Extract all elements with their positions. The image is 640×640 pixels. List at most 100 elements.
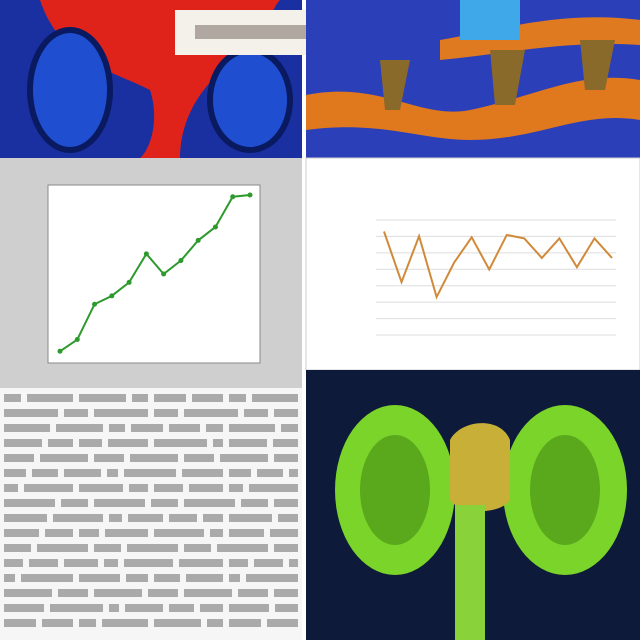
data-point: [230, 194, 236, 200]
text-scribble: [94, 409, 148, 417]
text-scribble: [124, 469, 176, 477]
text-scribble: [4, 409, 58, 417]
text-scribble: [281, 424, 298, 432]
text-scribble: [4, 544, 31, 552]
text-scribble: [154, 529, 204, 537]
text-scribble: [79, 529, 99, 537]
text-scribble: [94, 544, 121, 552]
text-scribble: [126, 574, 148, 582]
text-scribble: [102, 619, 148, 627]
text-scribble: [169, 424, 200, 432]
text-scribble: [189, 484, 223, 492]
text-scribble: [79, 574, 120, 582]
branch-image: [306, 0, 640, 158]
text-scribble: [37, 544, 88, 552]
text-scribble: [267, 619, 298, 627]
text-scribble: [125, 604, 163, 612]
text-scribble: [109, 604, 119, 612]
text-scribble: [4, 454, 34, 462]
text-scribble: [210, 529, 223, 537]
text-scribble: [184, 589, 232, 597]
text-scribble: [24, 484, 73, 492]
text-scribble: [4, 529, 39, 537]
text-scribble: [275, 604, 298, 612]
text-scribble: [79, 394, 126, 402]
text-scribble: [4, 514, 47, 522]
text-scribble: [274, 589, 298, 597]
data-point: [161, 271, 167, 277]
text-scribble: [238, 589, 268, 597]
text-scribble: [184, 454, 214, 462]
text-scribble: [289, 559, 298, 567]
data-point: [57, 348, 63, 354]
text-scribble: [151, 499, 178, 507]
text-scribble: [220, 454, 268, 462]
text-scribble: [274, 409, 298, 417]
text-scribble: [270, 529, 298, 537]
text-scribble: [278, 514, 298, 522]
text-scribble: [79, 439, 102, 447]
text-scribble: [154, 619, 201, 627]
text-scribble: [229, 439, 267, 447]
text-scribble: [4, 394, 21, 402]
text-scribble: [186, 574, 223, 582]
data-point: [74, 337, 80, 343]
data-point: [247, 192, 253, 198]
text-scribble: [79, 619, 96, 627]
text-scribble: [4, 559, 23, 567]
text-scribble: [184, 544, 211, 552]
text-scribble: [154, 439, 207, 447]
text-scribble: [4, 484, 18, 492]
text-scribble: [289, 469, 298, 477]
text-scribble: [58, 589, 88, 597]
text-scribble: [40, 454, 88, 462]
document-image: [0, 388, 302, 640]
text-scribble: [229, 559, 248, 567]
text-scribble: [109, 514, 122, 522]
text-scribble: [169, 514, 197, 522]
text-scribble: [217, 544, 268, 552]
text-scribble: [79, 484, 123, 492]
text-scribble: [154, 409, 178, 417]
text-scribble: [192, 394, 223, 402]
text-scribble: [64, 409, 88, 417]
text-scribble: [154, 484, 183, 492]
text-scribble: [94, 454, 124, 462]
text-scribble: [108, 439, 148, 447]
text-scribble: [274, 544, 298, 552]
text-scribble: [129, 484, 148, 492]
text-scribble: [241, 499, 268, 507]
text-scribble: [229, 424, 275, 432]
text-scribble: [4, 499, 55, 507]
text-scribble: [179, 559, 223, 567]
text-scribble: [274, 499, 298, 507]
data-point: [109, 293, 115, 299]
text-scribble: [50, 604, 103, 612]
text-scribble: [21, 574, 73, 582]
text-scribble: [4, 574, 15, 582]
text-scribble: [4, 589, 52, 597]
text-scribble: [229, 469, 251, 477]
text-scribble: [56, 424, 103, 432]
text-scribble: [4, 469, 26, 477]
text-scribble: [42, 619, 73, 627]
text-scribble: [229, 604, 269, 612]
text-scribble: [182, 469, 223, 477]
text-scribble: [254, 559, 283, 567]
data-line: [383, 231, 613, 300]
plot-area: [47, 184, 261, 364]
text-scribble: [64, 559, 98, 567]
data-line: [59, 194, 251, 353]
text-scribble: [169, 604, 194, 612]
text-scribble: [132, 394, 148, 402]
organ-image: [335, 405, 627, 640]
text-scribble: [249, 484, 298, 492]
text-scribble: [4, 424, 50, 432]
panel-background: [305, 157, 640, 371]
text-scribble: [229, 529, 264, 537]
text-scribble: [127, 544, 178, 552]
text-scribble: [48, 439, 73, 447]
text-scribble: [128, 514, 163, 522]
text-scribble: [64, 469, 101, 477]
